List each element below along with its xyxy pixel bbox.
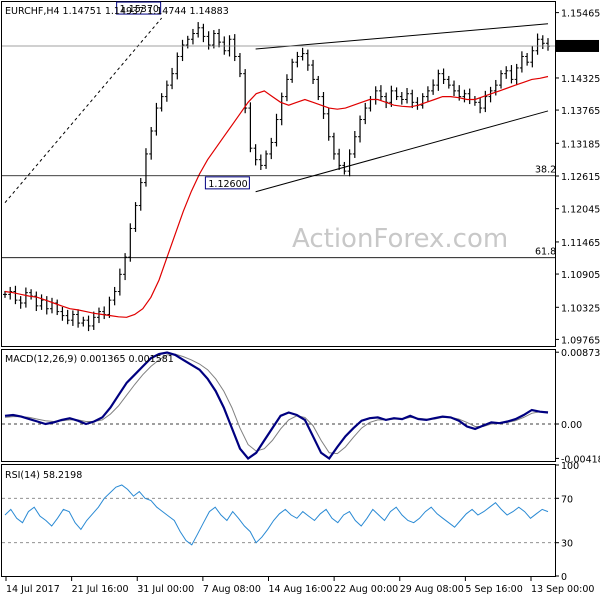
price-layer: 38.2 61.8 1.15370 1.12600 [2,1,556,332]
price-y-tick-label: 1.15465 [561,9,600,20]
x-tick-label: 21 Jul 16:00 [72,584,129,595]
swing-label: 1.12600 [208,179,247,190]
x-tick-label: 22 Aug 00:00 [334,584,398,595]
rsi-layer [2,484,555,546]
rsi-y-tick-label: 70 [561,494,573,505]
trendline [4,17,163,203]
trendline [255,23,549,50]
watermark: ActionForex.com [292,224,508,254]
price-panel-frame [1,1,556,347]
rsi-y-tick-label: 0 [561,572,567,583]
moving-average-line [4,75,549,318]
current-price-box [556,39,599,52]
rsi-panel-frame [1,464,556,577]
x-tick-label: 13 Sep 00:00 [531,584,594,595]
price-y-tick-label: 1.10325 [561,303,600,314]
swing-label: 1.15370 [120,4,159,15]
swing-label-box [116,1,162,15]
x-tick-label: 14 Jul 2017 [6,584,60,595]
x-tick-label: 14 Aug 16:00 [269,584,333,595]
macd-panel-frame [1,349,556,462]
price-y-tick-label: 1.12045 [561,205,600,216]
price-y-tick-label: 1.09765 [561,335,600,346]
price-panel-title: EURCHF,H4 1.14751 1.14937 1.14744 1.1488… [5,6,229,17]
rsi-y-tick-label: 100 [561,461,579,472]
rsi-line [4,484,549,546]
x-tick-label: 5 Sep 16:00 [465,584,522,595]
price-y-tick-label: 1.14325 [561,74,600,85]
rsi-y-tick-label: 30 [561,539,573,550]
fib-level-label: 61.8 [535,247,556,258]
axes-layer: 1.15465 1.14883 1.14325 1.13765 1.13185 1.126… [5,9,600,595]
macd-line [4,351,549,461]
rsi-panel-title: RSI(14) 58.2198 [5,470,82,481]
macd-y-tick-label: 0.00 [561,420,582,431]
fib-level-label: 38.2 [535,165,556,176]
macd-y-tick-label: 0.008732 [561,348,600,359]
current-price-label: 1.14883 [560,42,599,53]
macd-y-tick-label: -0.004184 [561,454,600,465]
macd-layer [2,351,555,461]
price-y-tick-label: 1.13765 [561,106,600,117]
x-tick-label: 7 Aug 08:00 [203,584,261,595]
swing-label-box [204,176,250,190]
trendline [255,110,549,193]
price-y-tick-label: 1.11465 [561,238,600,249]
macd-panel-title: MACD(12,26,9) 0.001365 0.001581 [5,354,174,365]
price-y-tick-label: 1.13185 [561,139,600,150]
price-y-tick-label: 1.10905 [561,270,600,281]
x-tick-label: 31 Jul 00:00 [137,584,194,595]
price-y-tick-label: 1.12615 [561,172,600,183]
x-tick-label: 29 Aug 08:00 [400,584,464,595]
